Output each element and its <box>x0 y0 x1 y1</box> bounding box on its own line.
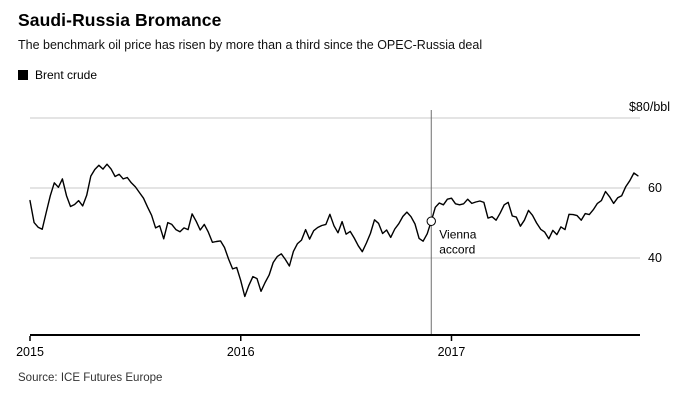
legend-label: Brent crude <box>35 68 98 82</box>
y-axis-label: 40 <box>648 251 662 265</box>
legend-swatch-icon <box>18 70 28 80</box>
event-marker-dot <box>426 216 436 226</box>
annotation-label-line1: Vienna <box>439 227 476 241</box>
series-line-brent-crude <box>29 163 639 298</box>
y-axis-label-top: $80/bbl <box>629 100 670 114</box>
x-axis-label-2016: 2016 <box>227 345 255 359</box>
x-axis-label-2015: 2015 <box>16 345 44 359</box>
annotation-label-line2: accord <box>439 242 475 256</box>
chart-subtitle: The benchmark oil price has risen by mor… <box>18 38 483 52</box>
page-title: Saudi-Russia Bromance <box>18 10 222 30</box>
y-axis-label: 60 <box>648 181 662 195</box>
chart-legend: Brent crude <box>18 68 97 82</box>
chart-header: Saudi-Russia Bromance The benchmark oil … <box>18 10 482 52</box>
x-axis-label-2017: 2017 <box>438 345 466 359</box>
source-credit: Source: ICE Futures Europe <box>18 372 163 384</box>
